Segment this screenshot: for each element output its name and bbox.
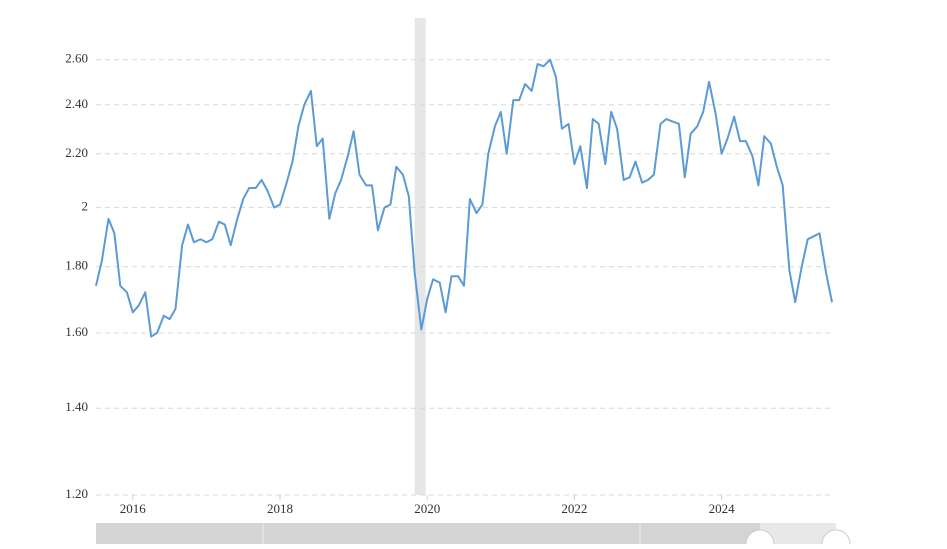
y-tick-label: 2.60 — [65, 51, 88, 66]
plot: 1.20 1.40 1.60 1.80 2 2.20 2.40 2.60 2016 2018 202… — [65, 18, 833, 516]
y-tick-label: 2.20 — [65, 145, 88, 160]
navigator-track — [96, 523, 836, 544]
y-tick-label: 2 — [82, 198, 89, 213]
x-tick-label: 2024 — [709, 501, 736, 516]
x-tick-label: 2018 — [267, 501, 293, 516]
navigator[interactable] — [96, 523, 851, 549]
data-line — [95, 58, 833, 338]
shaded-region — [414, 18, 426, 495]
y-tick-label: 1.40 — [65, 399, 88, 414]
x-tick-label: 2022 — [561, 501, 587, 516]
y-tick-label: 2.40 — [65, 96, 88, 111]
navigator-mask — [760, 523, 836, 544]
y-tick-label: 1.80 — [65, 258, 88, 273]
x-tick-label: 2020 — [414, 501, 440, 516]
y-tick-label: 1.20 — [65, 486, 88, 501]
y-tick-label: 1.60 — [65, 324, 88, 339]
x-tick-label: 2016 — [120, 501, 147, 516]
